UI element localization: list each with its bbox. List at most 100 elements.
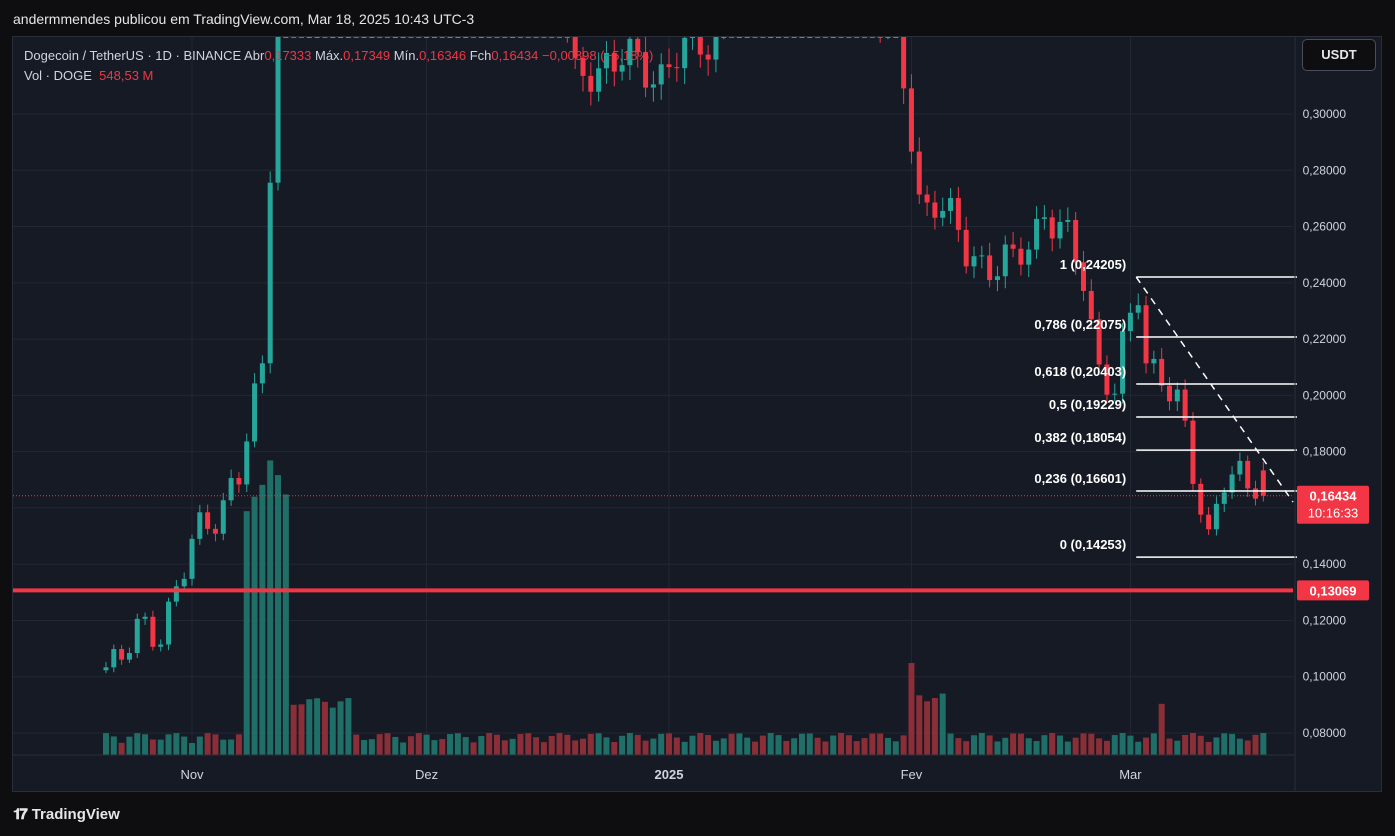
candle-body[interactable] [212,528,218,534]
candle-body[interactable] [862,37,868,38]
candle-body[interactable] [994,276,1000,281]
candle-body[interactable] [799,37,805,38]
candle-body[interactable] [1026,249,1032,265]
candle-body[interactable] [1057,221,1063,239]
candle-body[interactable] [580,57,586,76]
candle-body[interactable] [283,37,289,38]
candle-body[interactable] [510,37,516,38]
candle-body[interactable] [306,37,312,38]
candle-body[interactable] [885,37,891,38]
candle-body[interactable] [760,37,766,38]
candle-body[interactable] [1221,492,1227,504]
candle-body[interactable] [611,52,617,72]
candle-body[interactable] [1182,389,1188,421]
candle-body[interactable] [205,512,211,529]
candle-body[interactable] [650,84,656,88]
candle-body[interactable] [924,194,930,203]
candle-body[interactable] [987,255,993,281]
candle-body[interactable] [1096,319,1102,365]
candle-body[interactable] [322,37,328,38]
candle-body[interactable] [1080,262,1086,291]
candle-body[interactable] [1151,358,1157,364]
candle-body[interactable] [1034,218,1040,250]
candle-body[interactable] [572,37,578,58]
candle-body[interactable] [877,37,883,38]
candle-body[interactable] [713,37,719,60]
candle-body[interactable] [963,229,969,267]
candle-body[interactable] [955,198,961,230]
candle-body[interactable] [1159,358,1165,386]
candle-body[interactable] [1127,312,1133,332]
candle-body[interactable] [979,255,985,257]
candle-body[interactable] [173,586,179,602]
candle-body[interactable] [697,37,703,55]
candle-body[interactable] [1018,248,1024,265]
candle-body[interactable] [940,210,946,218]
candle-body[interactable] [1213,503,1219,530]
candle-body[interactable] [635,38,641,53]
candle-body[interactable] [166,601,172,645]
candle-body[interactable] [948,198,954,211]
candle-body[interactable] [275,37,281,183]
candle-body[interactable] [267,182,273,364]
candle-body[interactable] [298,37,304,38]
candle-body[interactable] [244,441,250,485]
candle-body[interactable] [893,37,899,38]
candle-body[interactable] [291,37,297,38]
candle-body[interactable] [377,37,383,38]
candle-body[interactable] [1174,389,1180,402]
candle-body[interactable] [111,649,117,668]
candle-body[interactable] [416,37,422,38]
candle-body[interactable] [400,37,406,38]
candle-body[interactable] [259,363,265,384]
candle-body[interactable] [197,512,203,539]
candle-body[interactable] [666,64,672,68]
candle-body[interactable] [525,37,531,38]
candle-body[interactable] [424,37,430,38]
candle-body[interactable] [142,616,148,619]
candle-body[interactable] [557,37,563,38]
candle-body[interactable] [768,37,774,38]
candle-body[interactable] [830,37,836,38]
tradingview-logo[interactable]: 𝟏𝟕 TradingView [13,806,120,823]
candle-body[interactable] [1065,220,1071,222]
candle-body[interactable] [228,478,234,501]
candle-body[interactable] [1198,483,1204,515]
candle-body[interactable] [564,37,570,38]
candle-body[interactable] [721,37,727,38]
symbol-title[interactable]: Dogecoin / TetherUS · 1D · BINANCE [24,48,242,63]
candle-body[interactable] [1167,385,1172,402]
candle-body[interactable] [447,37,453,38]
candle-body[interactable] [901,37,907,89]
candle-body[interactable] [627,38,633,66]
candle-body[interactable] [1049,217,1055,239]
candle-body[interactable] [869,37,875,38]
candle-body[interactable] [1190,420,1196,484]
candle-body[interactable] [502,37,508,38]
candle-body[interactable] [1245,460,1251,489]
candle-body[interactable] [533,37,539,38]
candle-body[interactable] [846,37,852,38]
candle-body[interactable] [103,667,109,671]
candle-body[interactable] [822,37,828,38]
candle-body[interactable] [471,37,477,38]
candle-body[interactable] [1088,290,1094,320]
candle-body[interactable] [189,538,195,579]
candle-body[interactable] [455,37,461,38]
candle-body[interactable] [338,37,344,38]
candle-body[interactable] [158,644,164,647]
candle-body[interactable] [314,37,320,38]
candle-body[interactable] [588,75,594,92]
candle-body[interactable] [517,37,523,38]
candle-body[interactable] [854,37,860,38]
candle-body[interactable] [1073,220,1079,263]
candle-body[interactable] [682,37,688,69]
candle-body[interactable] [119,649,125,660]
candle-body[interactable] [1229,474,1235,493]
candle-body[interactable] [463,37,469,38]
candle-body[interactable] [150,616,156,647]
candle-body[interactable] [1206,514,1212,530]
candle-body[interactable] [603,52,609,69]
candle-body[interactable] [252,383,258,442]
candle-body[interactable] [330,37,336,38]
